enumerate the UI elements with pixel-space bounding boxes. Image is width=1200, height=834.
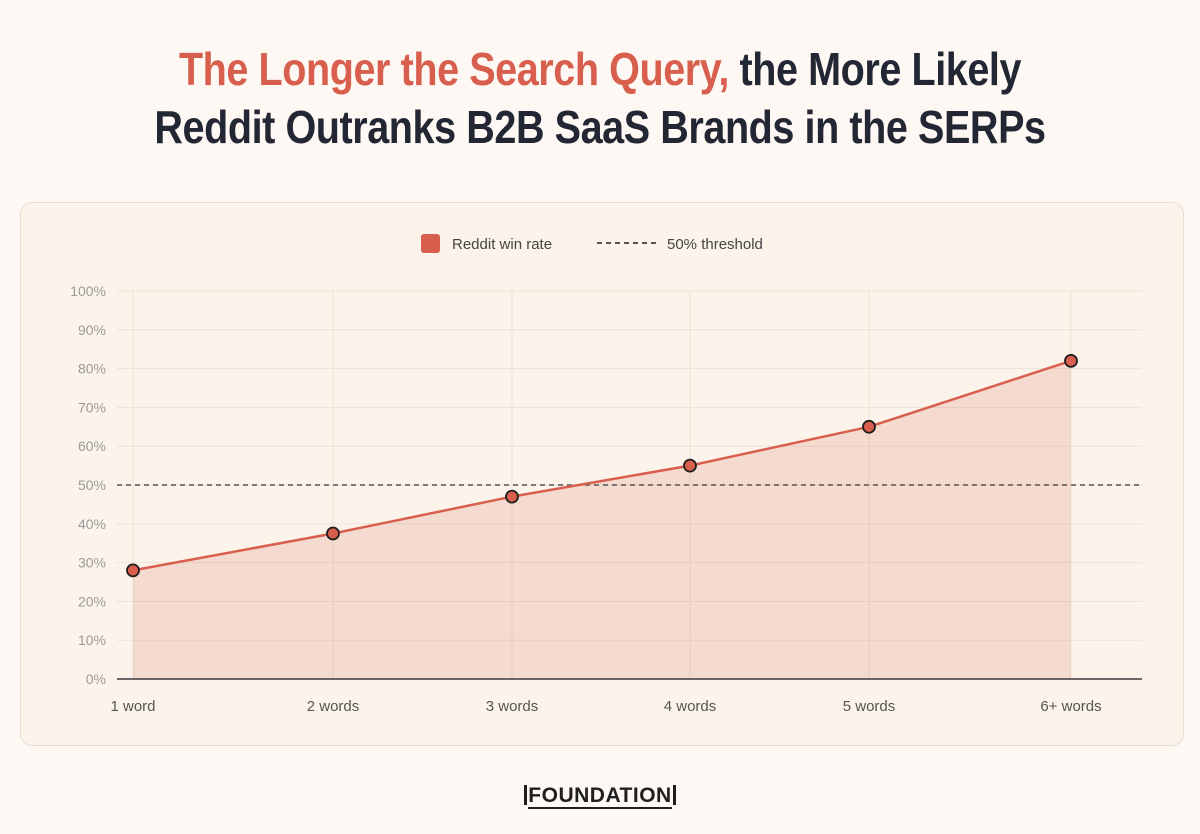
y-tick-label: 20% [78,593,106,609]
chart-card [20,202,1184,746]
title-line-1: The Longer the Search Query, the More Li… [84,40,1116,98]
series-line [132,359,1072,572]
point-layer [126,353,1078,578]
line-layer [132,359,1072,572]
legend-label-threshold: 50% threshold [667,236,763,253]
y-tick-label: 60% [78,438,106,454]
data-point [126,563,140,578]
title-accent-text: The Longer the Search Query, [178,43,729,95]
data-point [683,458,697,473]
y-tick-label: 30% [78,555,106,571]
data-point [326,526,340,541]
y-tick-label: 50% [78,477,106,493]
area-layer [133,360,1071,679]
logo-right-bar [672,785,676,805]
y-tick-label: 90% [78,322,106,338]
axis-layer: 0% 10% 20% 30% 40% 50% 60% 70% 80% 90% 100% 1 word 2… [70,283,1142,715]
foundation-logo: FOUNDATION [0,784,1200,809]
chart-title: The Longer the Search Query, the More Li… [84,40,1116,156]
y-tick-label: 100% [70,283,106,299]
title-line-2: Reddit Outranks B2B SaaS Brands in the S… [154,101,1046,153]
title-rest-text: the More Likely [728,43,1022,95]
y-tick-label: 40% [78,516,106,532]
y-tick-label: 0% [86,671,106,687]
x-tick-label: 5 words [843,698,896,715]
x-tick-label: 2 words [307,698,360,715]
legend-swatch-series [421,234,440,253]
x-tick-label: 4 words [664,698,717,715]
y-tick-label: 70% [78,399,106,415]
data-point [862,419,876,434]
data-point [1064,353,1078,368]
legend[interactable]: Reddit win rate 50% threshold [421,234,763,253]
x-tick-label: 6+ words [1040,698,1101,715]
data-point [505,489,519,504]
y-tick-label: 10% [78,632,106,648]
logo-text: FOUNDATION [528,784,672,809]
legend-label-series: Reddit win rate [452,236,552,253]
logo-left-bar [524,785,528,805]
x-tick-label: 3 words [486,698,539,715]
series-area [133,360,1071,679]
x-tick-label: 1 word [110,698,155,715]
y-tick-label: 80% [78,361,106,377]
